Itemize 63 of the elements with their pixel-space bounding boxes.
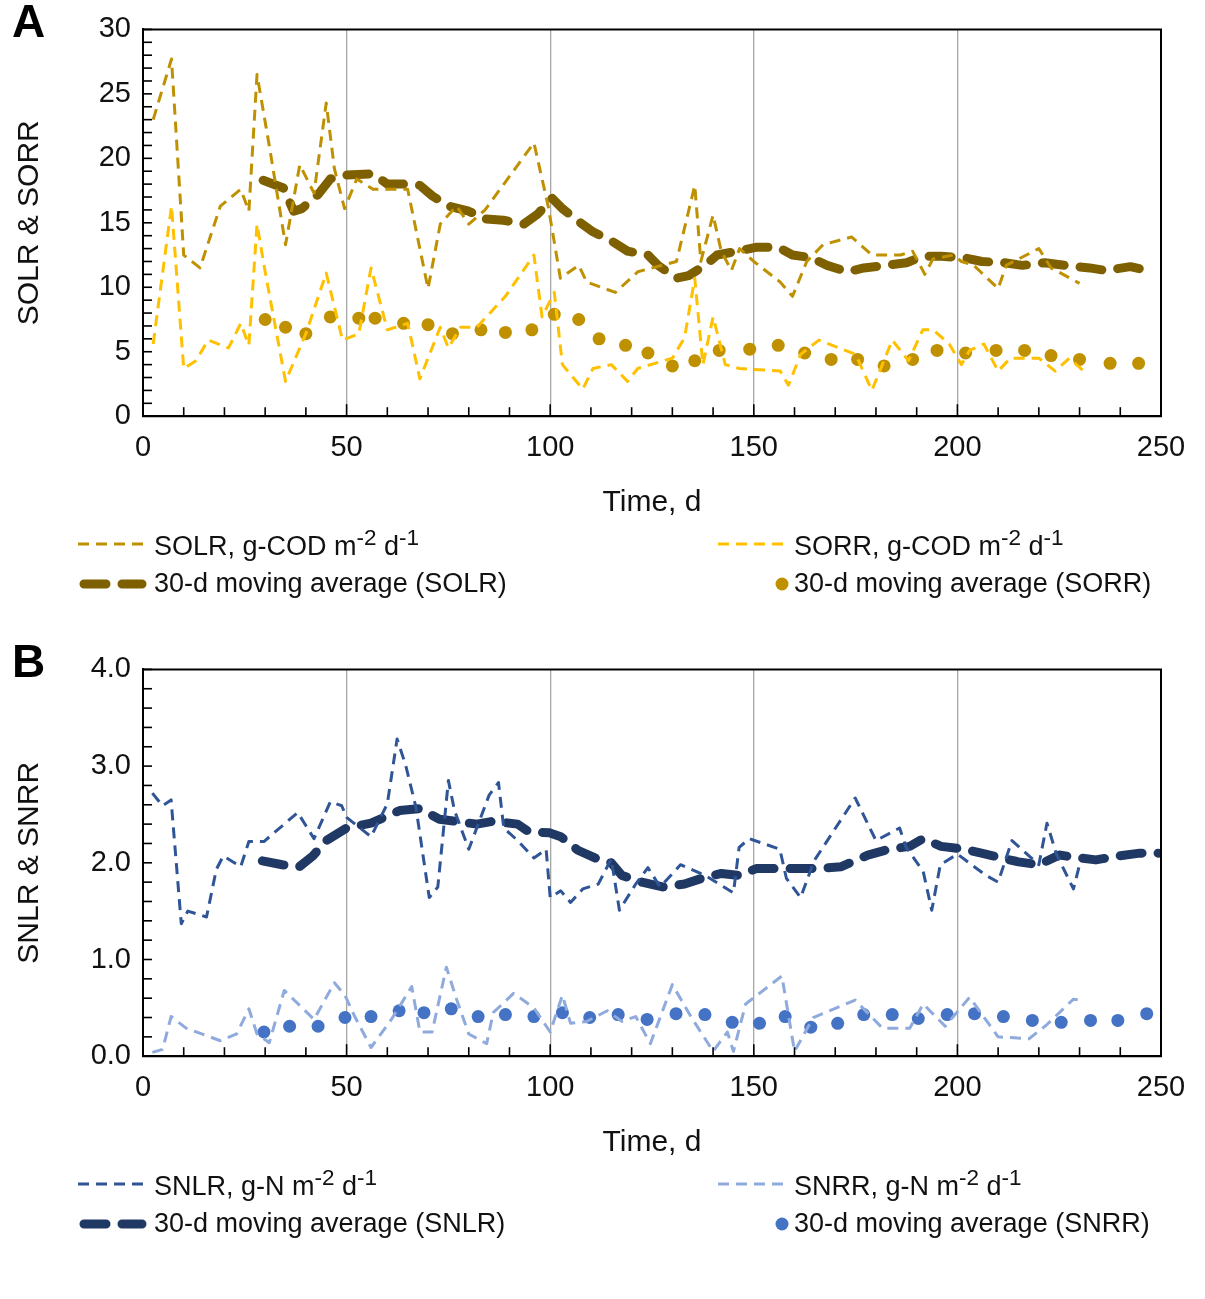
legend-label: SNLR, g-N m$^{-2}$ d$^{-1}$ <box>154 1165 378 1202</box>
point <box>592 332 606 346</box>
x-tick-label: 200 <box>933 429 982 462</box>
legend-label: SNRR, g-N m$^{-2}$ d$^{-1}$ <box>794 1165 1022 1202</box>
y-axis-title: SOLR & SORR <box>11 120 45 326</box>
x-axis-title: Time, d <box>602 1124 702 1158</box>
point <box>1103 356 1117 370</box>
point <box>619 338 633 352</box>
x-tick-label: 50 <box>330 1069 363 1102</box>
y-tick-label: 2.0 <box>90 844 131 877</box>
point <box>1073 352 1087 366</box>
point <box>525 323 539 337</box>
x-tick-label: 150 <box>729 429 778 462</box>
y-tick-label: 0 <box>114 398 131 431</box>
point <box>989 343 1003 357</box>
point <box>1132 356 1146 370</box>
x-tick-label: 0 <box>134 1069 152 1102</box>
x-tick-label: 250 <box>1136 429 1186 462</box>
point <box>498 325 512 339</box>
point <box>1044 349 1058 363</box>
x-tick-label: 100 <box>526 1069 575 1102</box>
x-tick-label: 150 <box>729 1069 778 1102</box>
point <box>743 342 757 356</box>
y-tick-label: 30 <box>98 11 131 44</box>
point <box>323 310 337 324</box>
x-tick-label: 250 <box>1136 1069 1186 1102</box>
legend-label: 30-d moving average (SORR) <box>794 568 1152 599</box>
y-tick-label: 3.0 <box>90 748 131 781</box>
y-tick-label: 10 <box>98 269 131 302</box>
line-series <box>151 57 1082 298</box>
point <box>572 313 586 326</box>
x-tick-label: 50 <box>330 429 363 462</box>
point <box>824 352 838 366</box>
point <box>279 320 293 334</box>
point <box>1018 343 1032 357</box>
legend-label: 30-d moving average (SOLR) <box>154 568 507 599</box>
point <box>930 343 944 357</box>
legend-label: SORR, g-COD m$^{-2}$ d$^{-1}$ <box>794 525 1064 562</box>
x-axis-title: Time, d <box>602 484 702 518</box>
x-tick-label: 200 <box>933 1069 982 1102</box>
point <box>421 318 435 332</box>
y-tick-label: 20 <box>98 140 131 173</box>
x-tick-label: 100 <box>526 429 575 462</box>
y-tick-label: 5 <box>114 333 131 366</box>
x-tick-label: 0 <box>134 429 152 462</box>
point <box>688 354 702 368</box>
point <box>258 313 272 326</box>
line-series <box>150 737 1082 926</box>
legend-label: SOLR, g-COD m$^{-2}$ d$^{-1}$ <box>154 525 420 562</box>
point <box>641 346 655 360</box>
y-tick-label: 25 <box>98 75 131 108</box>
point <box>771 338 785 352</box>
y-tick-label: 4.0 <box>90 651 131 684</box>
text: A <box>12 0 46 48</box>
legend-label: 30-d moving average (SNLR) <box>154 1208 506 1239</box>
text: B <box>12 639 46 688</box>
legend-label: 30-d moving average (SNRR) <box>794 1208 1150 1239</box>
y-tick-label: 0.0 <box>90 1038 131 1071</box>
y-axis-title: SNLR & SNRR <box>11 761 45 964</box>
point <box>368 311 382 325</box>
y-tick-label: 15 <box>98 204 131 237</box>
y-tick-label: 1.0 <box>90 941 131 974</box>
point <box>665 359 679 373</box>
